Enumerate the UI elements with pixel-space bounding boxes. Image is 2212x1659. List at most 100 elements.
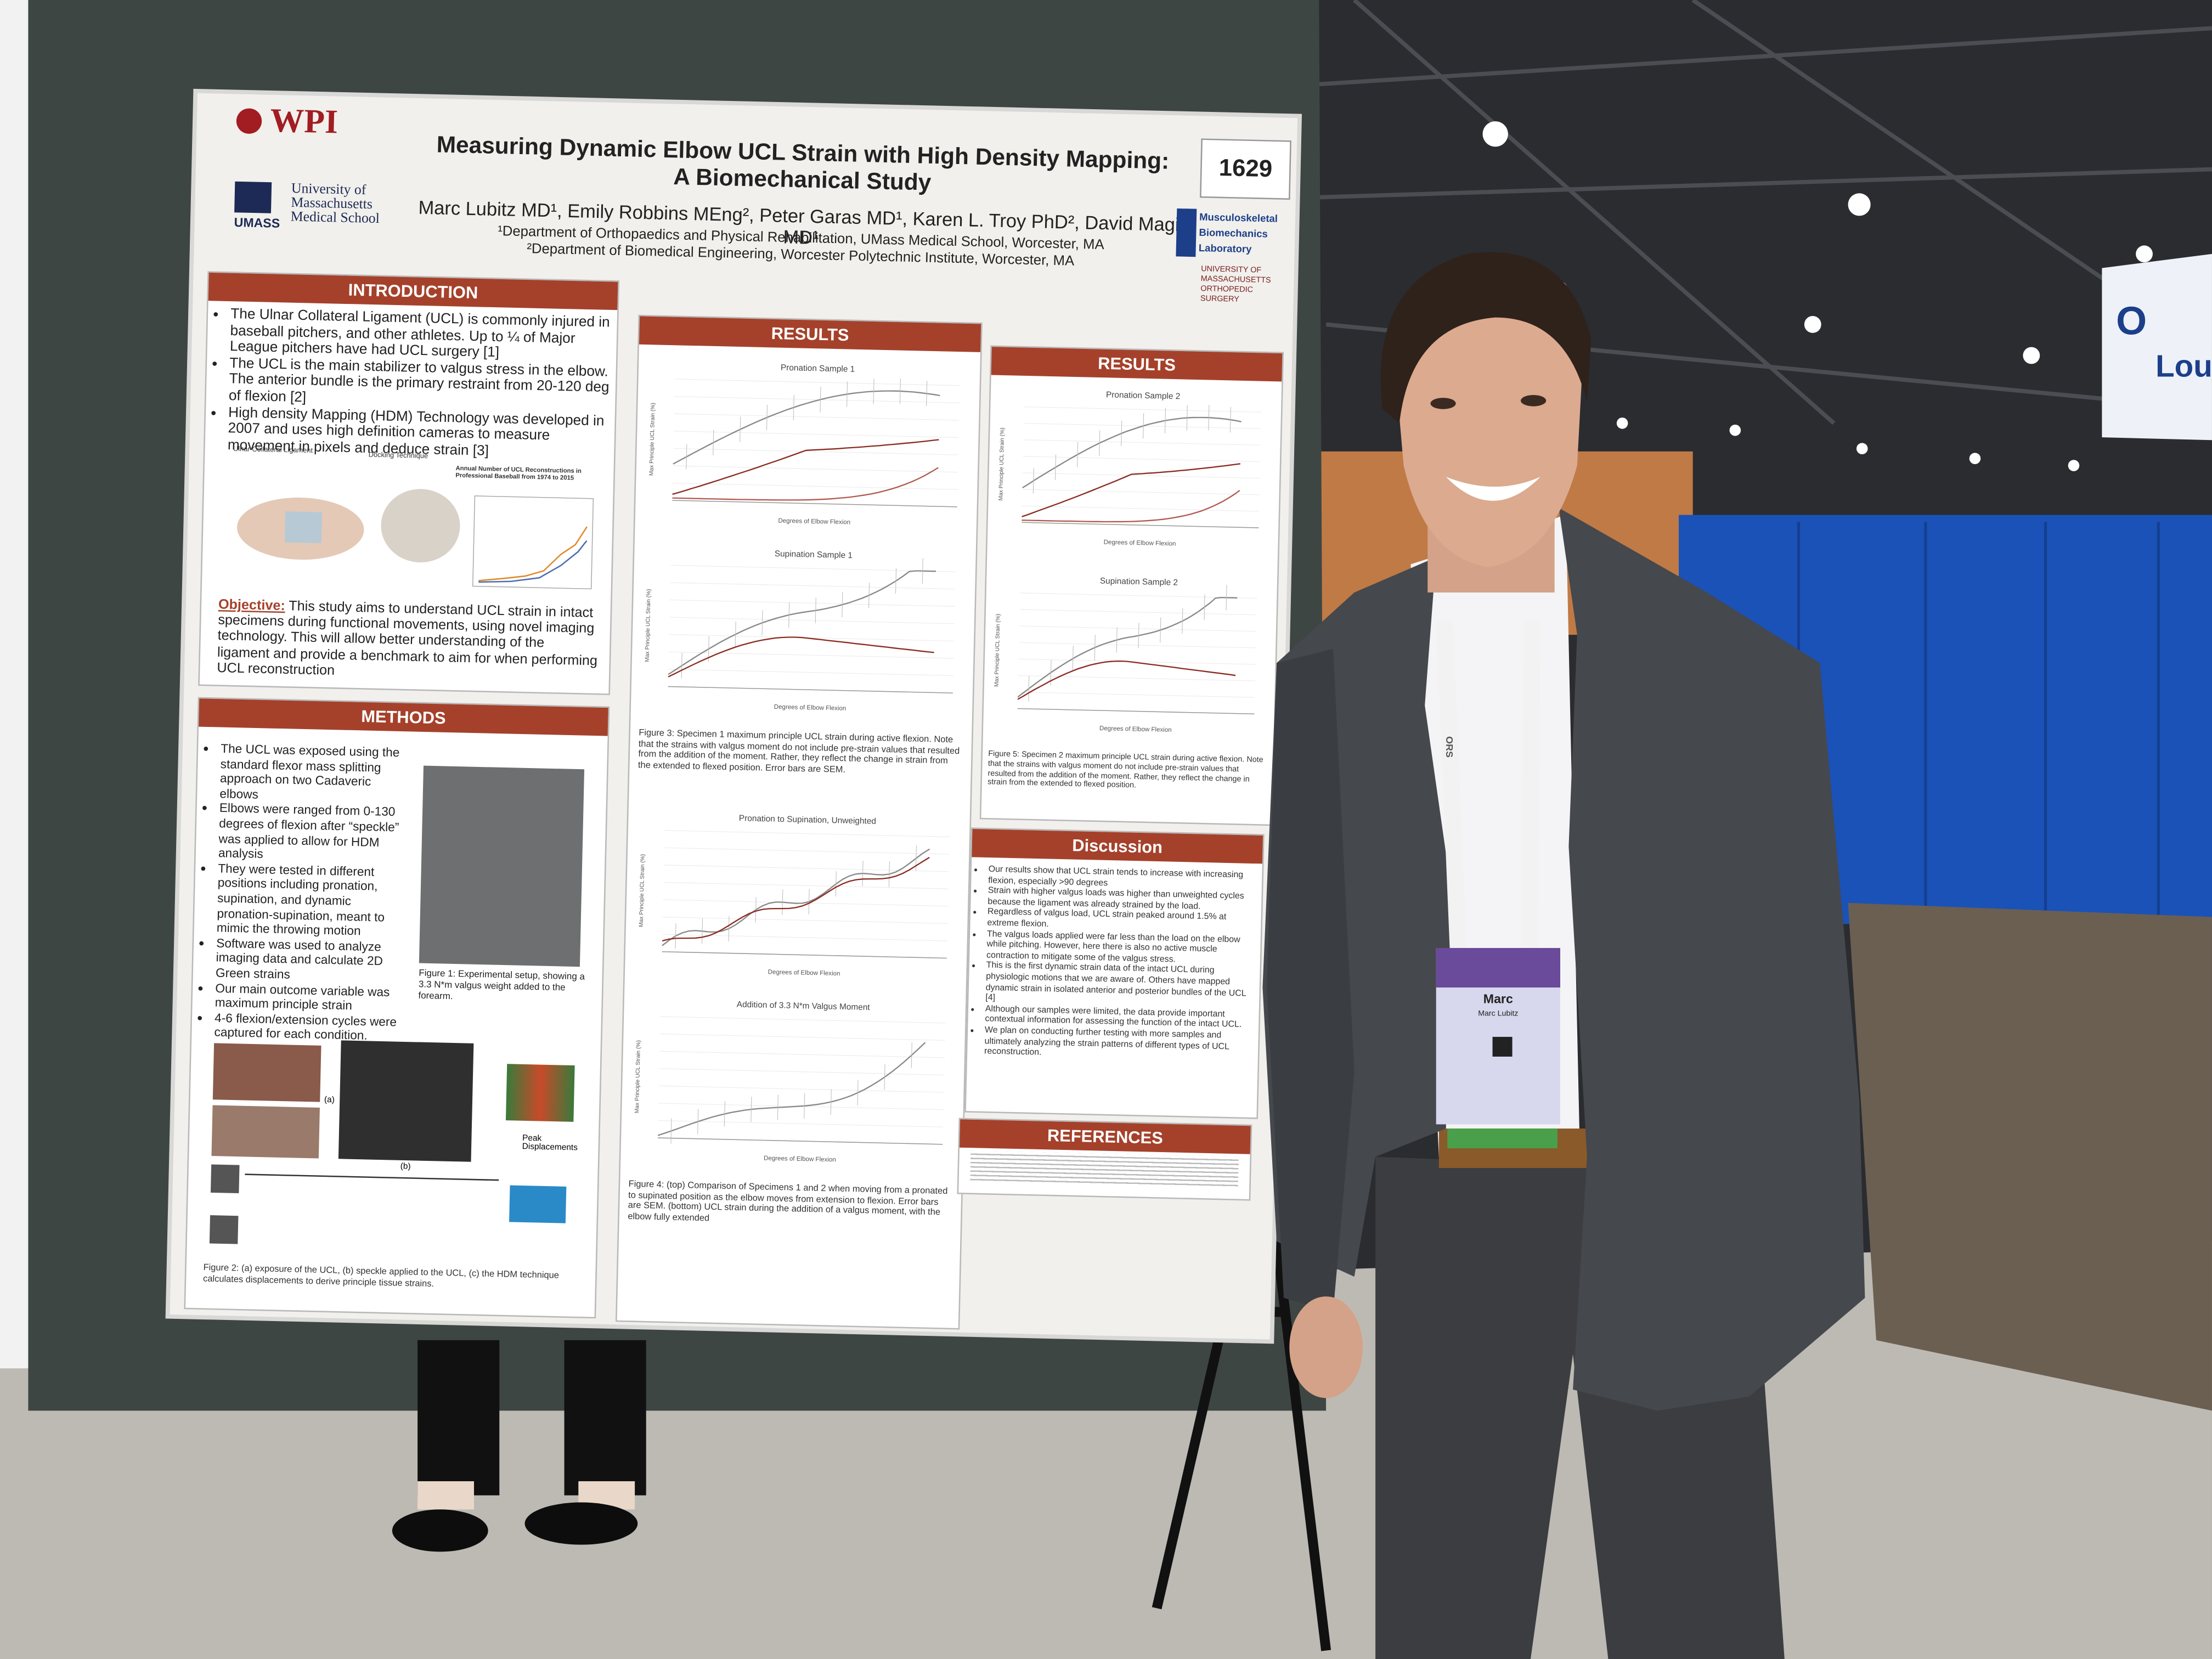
- person-behind: [392, 1340, 646, 1552]
- circle: [1482, 121, 1508, 147]
- curve: [1022, 489, 1240, 523]
- curve: [1017, 596, 1238, 698]
- gridline: [669, 651, 954, 659]
- error-bar: [702, 918, 703, 944]
- chart-title: Addition of 3.3 N*m Valgus Moment: [737, 1000, 871, 1013]
- docking-illustration: [381, 489, 460, 563]
- rect: [417, 1340, 500, 1496]
- gridline: [1018, 658, 1256, 665]
- results-panel: RESULTS Pronation Sample 2 Degrees of Elb…: [979, 345, 1284, 826]
- curve: [662, 848, 930, 946]
- error-bar: [1094, 635, 1096, 661]
- introduction-panel: INTRODUCTION The Ulnar Collateral Ligame…: [198, 271, 620, 696]
- gridline: [673, 448, 958, 455]
- error-bar: [804, 1093, 805, 1119]
- error-bar: [847, 381, 848, 407]
- gridline: [675, 379, 960, 386]
- error-bar: [1032, 468, 1034, 494]
- chart-title: Pronation Sample 1: [781, 363, 855, 374]
- error-bar: [755, 897, 757, 923]
- error-bar: [1121, 420, 1122, 447]
- gridline: [664, 865, 949, 872]
- line: [1312, 167, 2212, 200]
- gridline: [663, 916, 948, 924]
- error-bar: [815, 597, 816, 623]
- axis: [657, 1137, 943, 1145]
- y-axis-label: Max Principle UCL Strain (%): [634, 1040, 642, 1113]
- chart-figure: Addition of 3.3 N*m Valgus Moment Degrees…: [634, 1000, 946, 1163]
- hair: [1380, 252, 1592, 424]
- ellipse: [392, 1509, 488, 1552]
- badge-full-name: Marc Lubitz: [1478, 1010, 1519, 1019]
- chart-line: [478, 526, 588, 582]
- gridline: [660, 1033, 945, 1041]
- curve: [662, 856, 930, 942]
- axis: [662, 951, 947, 959]
- error-bar: [862, 860, 864, 887]
- error-bar: [1143, 413, 1144, 439]
- line: [1352, 0, 1836, 425]
- error-bar: [1054, 454, 1057, 480]
- chart-title: Pronation to Supination, Unweighted: [739, 814, 876, 826]
- error-bar: [793, 394, 794, 420]
- eye: [1520, 394, 1547, 407]
- chart-title: Pronation Sample 2: [1106, 390, 1181, 401]
- chart-figure: Supination Sample 2 Degrees of Elbow Flex…: [994, 577, 1257, 733]
- banner: [2102, 253, 2212, 441]
- rect: [564, 1340, 646, 1496]
- gridline: [674, 431, 959, 438]
- ellipse: [524, 1502, 638, 1545]
- gridline: [1023, 472, 1260, 479]
- curve: [657, 1042, 926, 1136]
- gridline: [670, 565, 956, 572]
- badge-name: Marc: [1483, 991, 1513, 1006]
- error-bar: [842, 592, 843, 618]
- gridline: [670, 582, 956, 590]
- curve: [668, 570, 936, 675]
- error-bar: [735, 622, 736, 647]
- line: [1272, 1240, 1331, 1651]
- jacket-right: [1559, 507, 1865, 1411]
- error-bar: [761, 610, 763, 636]
- gridline: [668, 669, 953, 676]
- axis: [1017, 708, 1255, 715]
- gridline: [659, 1068, 945, 1076]
- x-axis-label: Degrees of Elbow Flexion: [1099, 725, 1172, 733]
- gridline: [1024, 406, 1262, 413]
- bar-chart-frame: [472, 495, 594, 590]
- gridline: [659, 1085, 944, 1093]
- results-panel: RESULTS Pronation Sample 1 Degrees of Elb…: [615, 314, 983, 1330]
- curve: [672, 467, 939, 501]
- y-axis-label: Max Principle UCL Strain (%): [994, 614, 1002, 687]
- error-bar: [724, 1101, 725, 1127]
- carpet: [1848, 902, 2212, 1411]
- error-bar: [868, 582, 870, 608]
- error-bar: [1204, 594, 1205, 620]
- chart-line: [478, 540, 588, 583]
- x-axis-label: Degrees of Elbow Flexion: [764, 1155, 836, 1163]
- gridline: [1023, 439, 1261, 446]
- curve: [672, 439, 939, 495]
- banner-text: O: [2116, 299, 2147, 343]
- gridline: [674, 396, 960, 404]
- error-bar: [670, 1118, 672, 1144]
- chart-figure: Pronation to Supination, Unweighted Degre…: [639, 814, 950, 977]
- circle: [2023, 347, 2040, 364]
- gridline: [659, 1051, 945, 1058]
- lanyard: [1436, 620, 1468, 960]
- error-bar: [1138, 623, 1139, 648]
- trusses: [1312, 0, 2212, 425]
- gridline: [658, 1120, 944, 1127]
- axis: [672, 500, 957, 507]
- error-bar: [873, 379, 874, 404]
- circle: [1969, 453, 1981, 464]
- curve: [1022, 416, 1242, 489]
- badge-header: [1436, 947, 1560, 988]
- error-bar: [782, 889, 783, 915]
- chart-figure: Supination Sample 1 Degrees of Elbow Flex…: [645, 549, 956, 712]
- gridline: [1022, 489, 1260, 495]
- circle: [2136, 245, 2153, 263]
- gridline: [669, 634, 955, 642]
- error-bar: [681, 653, 682, 679]
